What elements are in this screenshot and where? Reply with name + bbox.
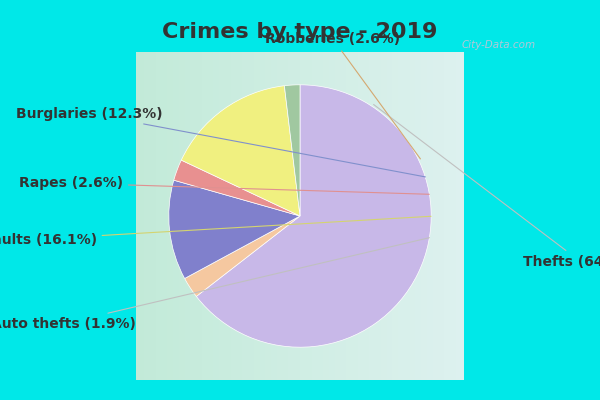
Wedge shape xyxy=(181,86,300,216)
Wedge shape xyxy=(174,160,300,216)
Wedge shape xyxy=(284,85,300,216)
Text: Thefts (64.5%): Thefts (64.5%) xyxy=(374,104,600,269)
Text: Assaults (16.1%): Assaults (16.1%) xyxy=(0,216,431,247)
Wedge shape xyxy=(169,180,300,278)
Text: Crimes by type - 2019: Crimes by type - 2019 xyxy=(163,22,437,42)
Wedge shape xyxy=(185,216,300,296)
Text: Auto thefts (1.9%): Auto thefts (1.9%) xyxy=(0,238,430,330)
Text: Rapes (2.6%): Rapes (2.6%) xyxy=(19,176,429,194)
Text: City-Data.com: City-Data.com xyxy=(462,40,536,50)
Text: Burglaries (12.3%): Burglaries (12.3%) xyxy=(16,107,425,177)
Wedge shape xyxy=(196,85,431,347)
Text: Robberies (2.6%): Robberies (2.6%) xyxy=(265,32,421,159)
